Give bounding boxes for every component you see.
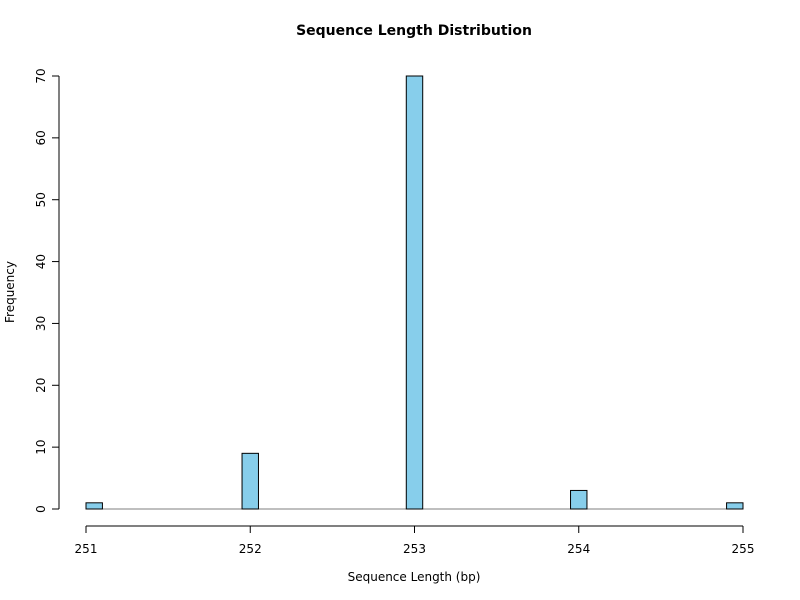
x-tick-label-255: 255 <box>732 542 755 556</box>
x-axis-label: Sequence Length (bp) <box>348 570 481 584</box>
bars <box>85 75 744 510</box>
y-axis-label: Frequency <box>3 261 17 323</box>
y-tick-label-30: 30 <box>34 316 48 331</box>
x-axis-ticks: 251 252 253 254 255 <box>75 526 755 556</box>
bar-253 <box>405 75 424 510</box>
bar-252 <box>241 452 259 510</box>
y-tick-label-10: 10 <box>34 440 48 455</box>
y-tick-label-20: 20 <box>34 378 48 393</box>
y-tick-label-0: 0 <box>34 505 48 513</box>
y-tick-label-60: 60 <box>34 130 48 145</box>
bar-254 <box>570 489 588 510</box>
x-tick-label-254: 254 <box>567 542 590 556</box>
y-tick-label-70: 70 <box>34 68 48 83</box>
x-tick-label-252: 252 <box>239 542 262 556</box>
x-tick-label-253: 253 <box>403 542 426 556</box>
y-axis-ticks: 0 10 20 30 40 50 60 70 <box>34 68 59 513</box>
x-tick-label-251: 251 <box>75 542 98 556</box>
bar-255 <box>726 502 744 510</box>
y-tick-label-40: 40 <box>34 254 48 269</box>
bar-251 <box>85 502 103 510</box>
y-tick-label-50: 50 <box>34 192 48 207</box>
chart-title: Sequence Length Distribution <box>296 23 532 39</box>
